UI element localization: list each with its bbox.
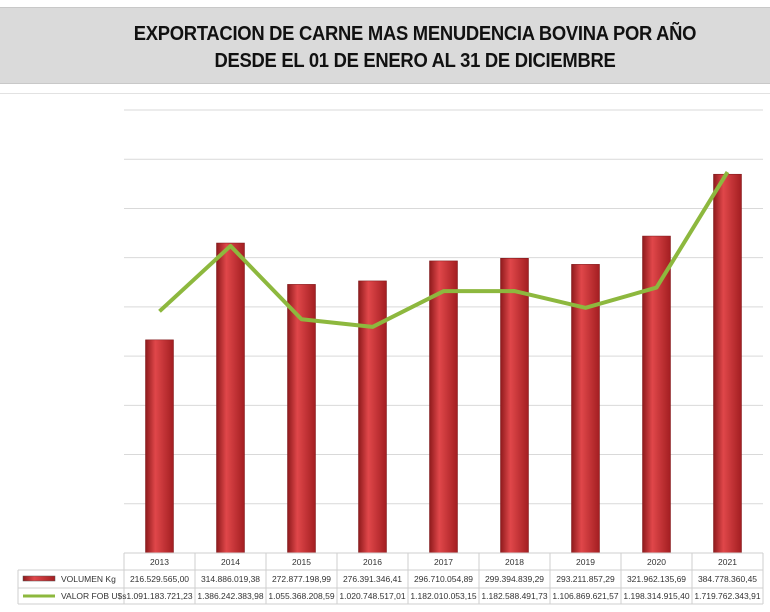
tick-label-2015: 2015 bbox=[292, 557, 311, 567]
title-bar bbox=[0, 7, 770, 84]
bar-2021 bbox=[713, 173, 742, 554]
valor-value-2016: 1.020.748.517,01 bbox=[339, 591, 405, 601]
bar-2018 bbox=[500, 258, 529, 554]
tick-label-2019: 2019 bbox=[576, 557, 595, 567]
chart-title: EXPORTACION DE CARNE MAS MENUDENCIA BOVI… bbox=[133, 23, 697, 45]
tick-label-2016: 2016 bbox=[363, 557, 382, 567]
tick-label-2017: 2017 bbox=[434, 557, 453, 567]
legend-label-volumen: VOLUMEN Kg bbox=[61, 574, 116, 584]
bar-2017 bbox=[429, 260, 458, 554]
tick-label-2021: 2021 bbox=[718, 557, 737, 567]
volumen-value-2014: 314.886.019,38 bbox=[201, 574, 260, 584]
valor-value-2018: 1.182.588.491,73 bbox=[481, 591, 547, 601]
valor-value-2019: 1.106.869.621,57 bbox=[552, 591, 618, 601]
volumen-value-2016: 276.391.346,41 bbox=[343, 574, 402, 584]
volumen-value-2020: 321.962.135,69 bbox=[627, 574, 686, 584]
bar-2020 bbox=[642, 235, 671, 554]
bar-2015 bbox=[287, 284, 316, 554]
valor-value-2013: 1.091.183.721,23 bbox=[126, 591, 192, 601]
valor-value-2020: 1.198.314.915,40 bbox=[623, 591, 689, 601]
volumen-value-2017: 296.710.054,89 bbox=[414, 574, 473, 584]
tick-label-2014: 2014 bbox=[221, 557, 240, 567]
volumen-value-2021: 384.778.360,45 bbox=[698, 574, 757, 584]
volumen-value-2019: 293.211.857,29 bbox=[556, 574, 615, 584]
valor-value-2015: 1.055.368.208,59 bbox=[268, 591, 334, 601]
volumen-value-2018: 299.394.839,29 bbox=[485, 574, 544, 584]
bar-2013 bbox=[145, 339, 174, 554]
tick-label-2020: 2020 bbox=[647, 557, 666, 567]
volumen-value-2013: 216.529.565,00 bbox=[130, 574, 189, 584]
valor-value-2014: 1.386.242.383,98 bbox=[197, 591, 263, 601]
legend-label-valor: VALOR FOB U$s bbox=[61, 591, 127, 601]
valor-value-2017: 1.182.010.053,15 bbox=[410, 591, 476, 601]
valor-value-2021: 1.719.762.343,91 bbox=[694, 591, 760, 601]
divider bbox=[0, 93, 770, 94]
tick-label-2018: 2018 bbox=[505, 557, 524, 567]
bar-2014 bbox=[216, 242, 245, 554]
chart-subtitle: DESDE EL 01 DE ENERO AL 31 DE DICIEMBRE bbox=[214, 50, 616, 72]
bar-2019 bbox=[571, 264, 600, 554]
tick-label-2013: 2013 bbox=[150, 557, 169, 567]
volumen-value-2015: 272.877.198,99 bbox=[272, 574, 331, 584]
legend-swatch-volumen bbox=[22, 575, 56, 582]
